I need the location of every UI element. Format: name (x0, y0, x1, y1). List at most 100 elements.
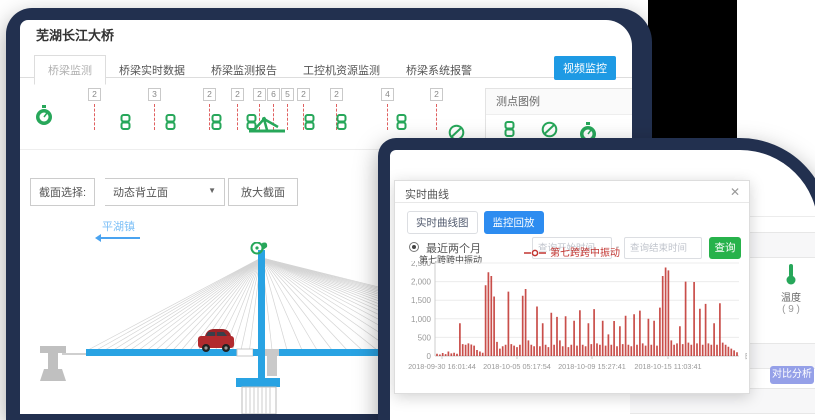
svg-text:500: 500 (418, 333, 432, 342)
sensor-count-badge: 4 (381, 88, 394, 101)
chain-icon[interactable] (336, 114, 347, 135)
bridge-deck-gap (236, 348, 254, 357)
sensor-position-line (273, 104, 274, 130)
chain-icon[interactable] (120, 114, 131, 135)
temperature-count: ( 9 ) (782, 304, 800, 315)
chain-icon[interactable] (304, 114, 315, 135)
desktop-black-region (648, 0, 737, 140)
bridge-deck-mid (253, 349, 259, 356)
svg-text:1,500: 1,500 (411, 296, 432, 305)
crane-icon[interactable] (248, 114, 286, 139)
modal-tab-1[interactable]: 实时曲线图 (407, 211, 478, 234)
modal-title: 实时曲线 (405, 189, 449, 201)
chain-icon[interactable] (396, 114, 407, 135)
chain-icon[interactable] (165, 114, 176, 135)
bridge-pylon (258, 250, 265, 380)
sensor-position-line (237, 104, 238, 130)
tabbar-border (20, 53, 632, 78)
temperature-label: 温度 (781, 293, 801, 304)
legend-chain-icon (504, 121, 515, 142)
sensor-count-badge: 6 (267, 88, 280, 101)
pylon-bracket (267, 356, 277, 376)
sensor-position-line (209, 104, 210, 130)
thermometer-icon (786, 264, 796, 285)
bridge-deck-gray (265, 349, 279, 356)
chevron-down-icon: ▼ (208, 186, 216, 195)
sensor-position-line (154, 104, 155, 130)
tab-3[interactable]: 桥梁监测报告 (211, 65, 277, 77)
abutment (40, 346, 66, 381)
sensor-count-badge: 2 (203, 88, 216, 101)
svg-text:时间: 时间 (745, 351, 747, 361)
sidebar-divider (736, 216, 815, 217)
pier-cap (236, 378, 280, 387)
svg-text:2,500: 2,500 (411, 261, 432, 268)
legend-marker-icon (524, 250, 546, 257)
modal-tabs: 实时曲线图 监控回放 (407, 211, 544, 234)
modal-tab-2[interactable]: 监控回放 (483, 211, 544, 234)
chart-legend[interactable]: 第七跨跨中振动 (395, 244, 749, 259)
temperature-legend-item[interactable]: 温度 ( 9 ) (766, 262, 815, 315)
chain-icon[interactable] (246, 114, 257, 135)
legend-noentry-icon (541, 121, 558, 143)
svg-text:2018-10-15 11:03:41: 2018-10-15 11:03:41 (634, 362, 701, 371)
sensor-position-line (303, 104, 304, 130)
sensor-position-line (387, 104, 388, 130)
sensor-count-badge: 5 (281, 88, 294, 101)
car (198, 329, 234, 352)
chain-icon[interactable] (211, 114, 222, 135)
sensor-position-line (259, 104, 260, 130)
close-icon[interactable]: ✕ (729, 185, 740, 199)
compare-analysis-button[interactable]: 对比分析 (770, 366, 814, 384)
section-select-value: 动态背立面 (113, 187, 168, 199)
window1-tabs: 桥梁监测 桥梁实时数据 桥梁监测报告 工控机资源监测 桥梁系统报警 (34, 54, 485, 85)
section-select-label: 截面选择: (30, 178, 96, 206)
query-row: 最近两个月 - 查询 (395, 237, 749, 261)
sensor-count-badge: 2 (231, 88, 244, 101)
vibration-chart: 0 500 1,000 1,500 2,000 2,500 2018-09-30 16:01… (408, 261, 747, 371)
sensor-position-line (287, 104, 288, 130)
range-separator: - (616, 242, 620, 253)
left-arrow-icon (95, 234, 140, 242)
zoom-section-button[interactable]: 放大截面 (228, 178, 298, 206)
pier-foundation (241, 386, 277, 414)
sensor-count-badge: 2 (88, 88, 101, 101)
sensor-count-badge: 3 (148, 88, 161, 101)
section-select-dropdown[interactable]: 动态背立面 ▼ (105, 178, 225, 206)
wind-sensor-icon[interactable] (250, 242, 268, 255)
svg-text:1,000: 1,000 (411, 315, 432, 324)
modal-header: 实时曲线 ✕ (395, 181, 749, 203)
chart-y-axis-title: 第七跨跨中振动 (419, 255, 483, 265)
sensor-count-badge: 2 (330, 88, 343, 101)
tab-1[interactable]: 桥梁监测 (34, 55, 106, 85)
svg-text:2018-10-05 05:17:54: 2018-10-05 05:17:54 (483, 362, 551, 371)
tab-4[interactable]: 工控机资源监测 (303, 65, 380, 77)
sensor-position-line (436, 104, 437, 130)
recent-two-months-label: 最近两个月 (426, 243, 481, 255)
legend-series-name: 第七跨跨中振动 (550, 248, 620, 259)
query-button[interactable]: 查询 (709, 237, 741, 259)
bridge-deck-left (86, 349, 237, 356)
recent-two-months-radio[interactable] (409, 242, 419, 252)
gauge-icon[interactable] (34, 104, 54, 133)
legend-panel-title: 测点图例 (486, 89, 632, 115)
detail-window: 测点图例 温度 ( 9 ) 对比分析 对比分析 测点列表 实时曲线 ✕ 实时曲线… (390, 150, 815, 420)
svg-text:2,000: 2,000 (411, 278, 432, 287)
sensor-position-line (94, 104, 95, 130)
sensor-count-badge: 2 (253, 88, 266, 101)
tab-5[interactable]: 桥梁系统报警 (406, 65, 472, 77)
town-label: 平湖镇 (102, 221, 135, 233)
svg-text:2018-09-30 16:01:44: 2018-09-30 16:01:44 (408, 362, 476, 371)
video-monitor-button[interactable]: 视频监控 (554, 56, 616, 80)
tab-2[interactable]: 桥梁实时数据 (119, 65, 185, 77)
sensor-count-badge: 2 (297, 88, 310, 101)
svg-text:2018-10-09 15:27:41: 2018-10-09 15:27:41 (558, 362, 626, 371)
page-title: 芜湖长江大桥 (36, 28, 115, 43)
sensor-count-badge: 2 (430, 88, 443, 101)
query-end-time-input[interactable] (624, 237, 702, 259)
svg-text:0: 0 (427, 352, 432, 361)
query-start-time-input[interactable] (532, 237, 612, 259)
